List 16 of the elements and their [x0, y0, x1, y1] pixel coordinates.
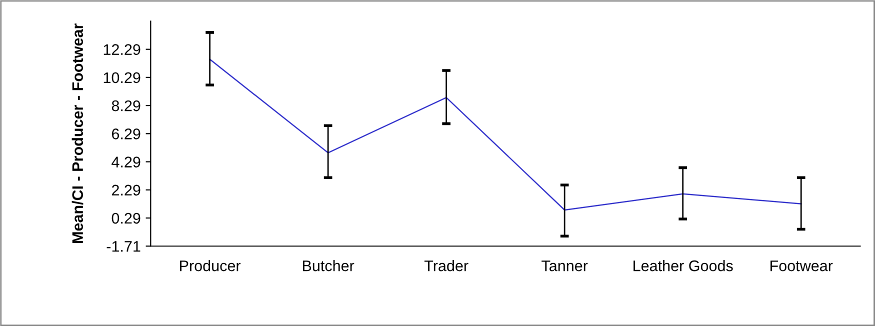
line-series	[209, 58, 802, 211]
x-tick-label: Footwear	[770, 260, 833, 272]
x-tick-label: Leather Goods	[634, 260, 733, 272]
y-tick-label: 10.29	[104, 72, 140, 84]
y-tick-label: 0.29	[112, 212, 140, 224]
x-tick-label: Tanner	[542, 260, 588, 272]
x-tick-label: Producer	[180, 260, 241, 272]
y-tick-label: 8.29	[112, 100, 140, 112]
y-tick-label: -1.71	[106, 241, 140, 252]
y-tick-label: 12.29	[104, 44, 140, 55]
y-tick-label: 6.29	[112, 128, 140, 140]
y-tick-label: 4.29	[112, 156, 140, 168]
x-tick-label: Butcher	[302, 260, 354, 272]
y-axis-title: Mean/CI - Producer - Footwear	[72, 24, 84, 243]
x-tick-label: Trader	[424, 260, 468, 272]
y-tick-label: 2.29	[112, 184, 140, 196]
